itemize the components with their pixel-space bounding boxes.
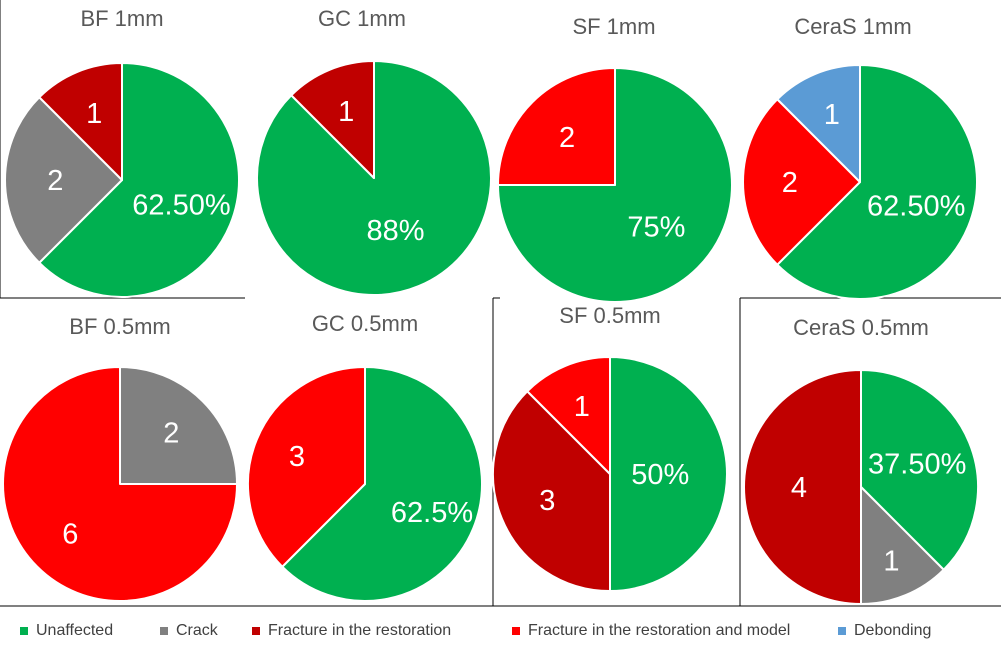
pie-chart: CeraS 0.5mm 37.50% 1 4 bbox=[743, 315, 979, 605]
pie-chart: BF 1mm 62.50% 2 1 bbox=[4, 6, 240, 298]
pie-data-label: 62.50% bbox=[132, 190, 230, 222]
pie-title: GC 0.5mm bbox=[312, 311, 418, 336]
pie-chart: SF 0.5mm 50% 3 1 bbox=[492, 303, 728, 592]
pie-chart: GC 1mm 88% 1 bbox=[256, 6, 492, 296]
pie-data-label: 3 bbox=[289, 441, 305, 473]
pie-data-label: 1 bbox=[824, 99, 840, 131]
pie-slice-fracture-restoration-model bbox=[497, 67, 616, 186]
pie-slice-fracture-restoration bbox=[38, 62, 123, 181]
legend-swatch bbox=[512, 627, 520, 635]
pie-slice-fracture-restoration-model bbox=[526, 356, 611, 475]
pie-data-label: 2 bbox=[559, 122, 575, 154]
pie-slice-unaffected bbox=[38, 62, 240, 298]
pie-slice-fracture-restoration-model bbox=[742, 98, 861, 266]
legend-item-fracture-restoration-model: Fracture in the restoration and model bbox=[512, 622, 790, 640]
legend-swatch bbox=[252, 627, 260, 635]
pie-title: CeraS 1mm bbox=[794, 14, 911, 39]
pie-slice-fracture-restoration-model bbox=[2, 366, 238, 602]
pie-chart: BF 0.5mm 2 6 bbox=[2, 314, 238, 602]
legend-item-debonding: Debonding bbox=[838, 622, 931, 640]
pie-data-label: 50% bbox=[631, 459, 689, 491]
pie-slice-unaffected bbox=[776, 64, 978, 300]
pie-slice-crack bbox=[119, 366, 238, 485]
legend-swatch bbox=[160, 627, 168, 635]
pie-slice-unaffected bbox=[497, 67, 733, 303]
pie-slice-unaffected bbox=[281, 366, 483, 602]
pie-slice-unaffected bbox=[860, 369, 979, 571]
pie-title: GC 1mm bbox=[318, 6, 406, 31]
pie-data-label: 4 bbox=[791, 472, 807, 504]
pie-data-label: 88% bbox=[366, 215, 424, 247]
pie-data-label: 2 bbox=[163, 418, 179, 450]
pie-title: BF 0.5mm bbox=[69, 314, 170, 339]
legend-swatch bbox=[838, 627, 846, 635]
pie-data-label: 1 bbox=[86, 98, 102, 130]
pie-slice-fracture-restoration bbox=[743, 369, 862, 605]
pie-data-label: 37.50% bbox=[868, 449, 966, 481]
pie-slice-fracture-restoration bbox=[492, 390, 611, 592]
pie-chart: SF 1mm 75% 2 bbox=[497, 14, 733, 303]
pie-data-label: 62.50% bbox=[867, 190, 965, 222]
legend-item-crack: Crack bbox=[160, 622, 218, 640]
pie-title: CeraS 0.5mm bbox=[793, 315, 929, 340]
pie-data-label: 75% bbox=[627, 211, 685, 243]
pie-data-label: 62.5% bbox=[391, 497, 473, 529]
pie-slice-debonding bbox=[776, 64, 861, 183]
pie-data-label: 1 bbox=[338, 96, 354, 128]
pie-data-label: 1 bbox=[574, 391, 590, 423]
legend-item-unaffected: Unaffected bbox=[20, 622, 113, 640]
pie-data-label: 2 bbox=[47, 165, 63, 197]
pie-data-label: 6 bbox=[62, 519, 78, 551]
legend-label: Unaffected bbox=[36, 622, 114, 639]
legend-label: Debonding bbox=[854, 622, 932, 639]
chart-legend: Unaffected Crack Fracture in the restorati… bbox=[0, 612, 1001, 651]
pie-chart: GC 0.5mm 62.5% 3 bbox=[247, 311, 483, 602]
pie-slice-fracture-restoration-model bbox=[247, 366, 366, 568]
legend-label: Fracture in the restoration and model bbox=[528, 622, 791, 639]
pie-title: SF 1mm bbox=[572, 14, 655, 39]
pie-title: BF 1mm bbox=[80, 6, 163, 31]
pie-chart: CeraS 1mm 62.50% 2 1 bbox=[742, 14, 978, 300]
pie-title: SF 0.5mm bbox=[559, 303, 660, 328]
pie-slice-unaffected bbox=[609, 356, 728, 592]
pie-data-label: 3 bbox=[539, 485, 555, 517]
legend-swatch bbox=[20, 627, 28, 635]
pie-slice-fracture-restoration bbox=[290, 60, 375, 179]
pie-slice-crack bbox=[4, 96, 123, 264]
legend-item-fracture-restoration: Fracture in the restoration bbox=[252, 622, 451, 640]
legend-label: Fracture in the restoration bbox=[268, 622, 452, 639]
pie-data-label: 2 bbox=[782, 167, 798, 199]
pie-slice-crack bbox=[860, 486, 945, 605]
legend-label: Crack bbox=[176, 622, 218, 639]
pie-data-label: 1 bbox=[883, 546, 899, 578]
